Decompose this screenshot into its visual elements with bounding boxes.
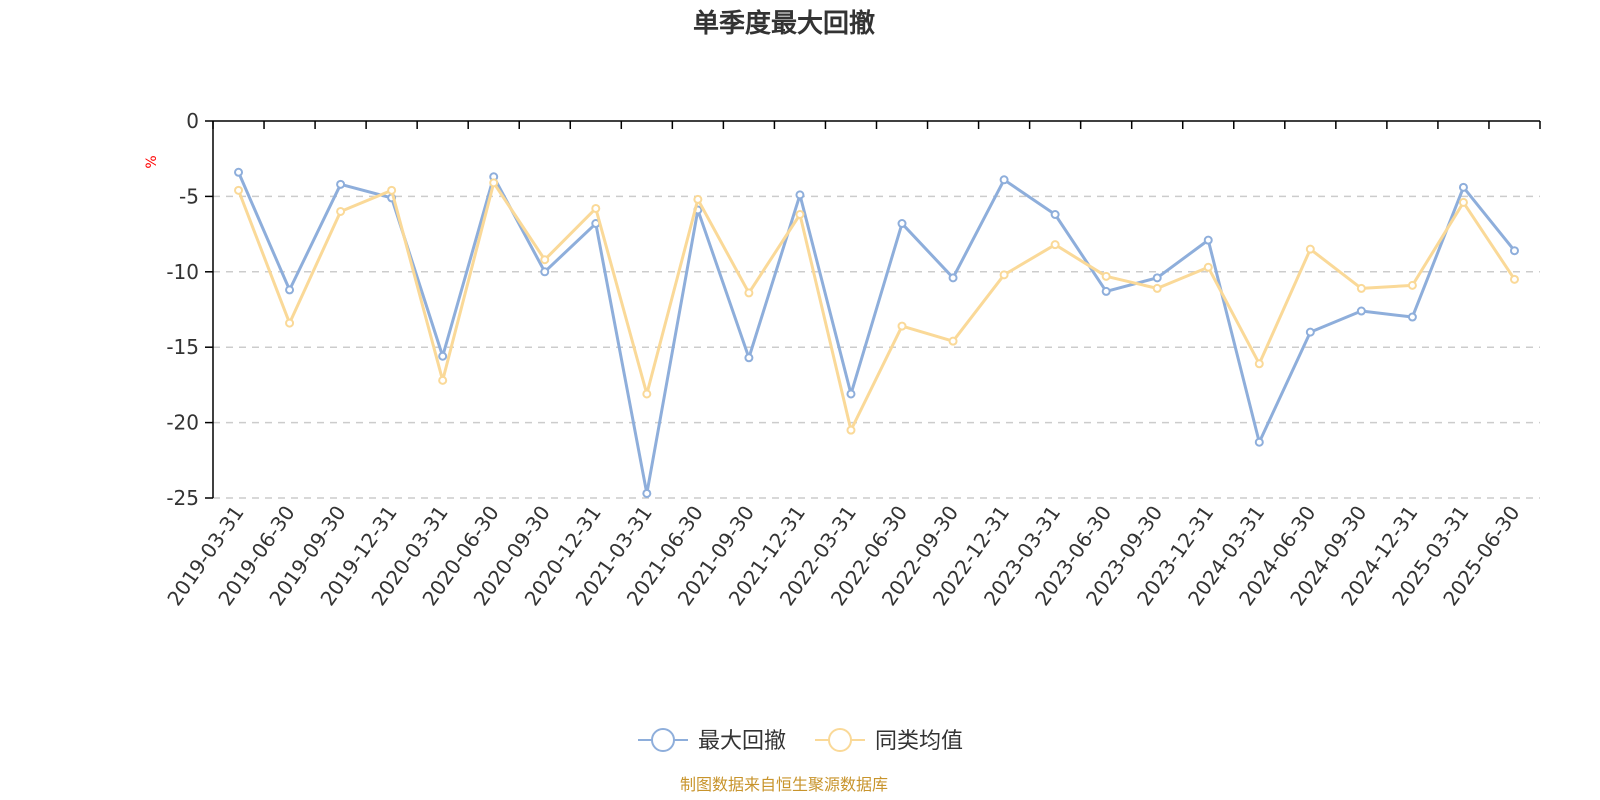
legend-marker-icon: [828, 728, 852, 752]
data-point[interactable]: [948, 273, 958, 283]
legend-label: 最大回撤: [698, 729, 786, 754]
data-point[interactable]: [489, 178, 499, 188]
axes: 0-5-10-15-20-252019-03-312019-06-302019-…: [162, 109, 1541, 610]
chart-title: 单季度最大回撤: [693, 8, 875, 39]
data-point[interactable]: [540, 267, 550, 277]
y-tick-label: -5: [179, 184, 199, 208]
data-point[interactable]: [1305, 244, 1315, 254]
data-point[interactable]: [1203, 262, 1213, 272]
data-point[interactable]: [744, 288, 754, 298]
data-point[interactable]: [591, 203, 601, 213]
data-point[interactable]: [1050, 209, 1060, 219]
data-point[interactable]: [948, 336, 958, 346]
legend[interactable]: 最大回撤 同类均值: [638, 728, 963, 754]
data-point[interactable]: [1509, 246, 1519, 256]
series-1: [234, 167, 1519, 498]
legend-item-1[interactable]: 最大回撤: [638, 728, 786, 754]
data-point[interactable]: [1203, 235, 1213, 245]
data-point[interactable]: [1254, 359, 1264, 369]
data-point[interactable]: [1356, 283, 1366, 293]
data-point[interactable]: [1152, 273, 1162, 283]
y-tick-label: -20: [166, 411, 199, 435]
gridlines: [213, 195, 1540, 499]
data-point[interactable]: [846, 425, 856, 435]
series-2: [234, 178, 1519, 435]
data-point[interactable]: [1407, 280, 1417, 290]
data-point[interactable]: [1509, 274, 1519, 284]
data-point[interactable]: [234, 185, 244, 195]
series-line: [237, 181, 1516, 432]
data-point[interactable]: [438, 375, 448, 385]
data-point[interactable]: [285, 285, 295, 295]
data-point[interactable]: [540, 255, 550, 265]
data-point[interactable]: [999, 175, 1009, 185]
data-point[interactable]: [438, 351, 448, 361]
data-point[interactable]: [1356, 306, 1366, 316]
data-point[interactable]: [1050, 240, 1060, 250]
data-point[interactable]: [897, 219, 907, 229]
data-point[interactable]: [642, 389, 652, 399]
data-point[interactable]: [795, 209, 805, 219]
data-point[interactable]: [1152, 283, 1162, 293]
data-point[interactable]: [744, 353, 754, 363]
y-tick-label: -15: [166, 335, 199, 359]
series-lines: [234, 167, 1519, 498]
y-axis-unit: %: [144, 155, 160, 168]
data-point[interactable]: [1101, 286, 1111, 296]
legend-label: 同类均值: [875, 729, 963, 754]
data-point[interactable]: [1101, 271, 1111, 281]
data-point[interactable]: [795, 190, 805, 200]
data-point[interactable]: [897, 321, 907, 331]
data-source-note: 制图数据来自恒生聚源数据库: [680, 775, 888, 794]
data-point[interactable]: [234, 167, 244, 177]
legend-marker-icon: [651, 728, 675, 752]
data-point[interactable]: [999, 270, 1009, 280]
data-point[interactable]: [1458, 197, 1468, 207]
data-point[interactable]: [336, 206, 346, 216]
series-line: [237, 171, 1516, 495]
data-point[interactable]: [693, 194, 703, 204]
data-point[interactable]: [285, 318, 295, 328]
data-point[interactable]: [846, 389, 856, 399]
legend-item-2[interactable]: 同类均值: [815, 728, 963, 754]
y-tick-label: -10: [166, 260, 199, 284]
data-point[interactable]: [1254, 437, 1264, 447]
data-point[interactable]: [336, 179, 346, 189]
y-tick-label: -25: [166, 486, 199, 510]
data-point[interactable]: [1305, 327, 1315, 337]
data-point[interactable]: [1407, 312, 1417, 322]
data-point[interactable]: [642, 488, 652, 498]
data-point[interactable]: [1458, 182, 1468, 192]
y-tick-label: 0: [186, 109, 199, 133]
data-point[interactable]: [387, 185, 397, 195]
